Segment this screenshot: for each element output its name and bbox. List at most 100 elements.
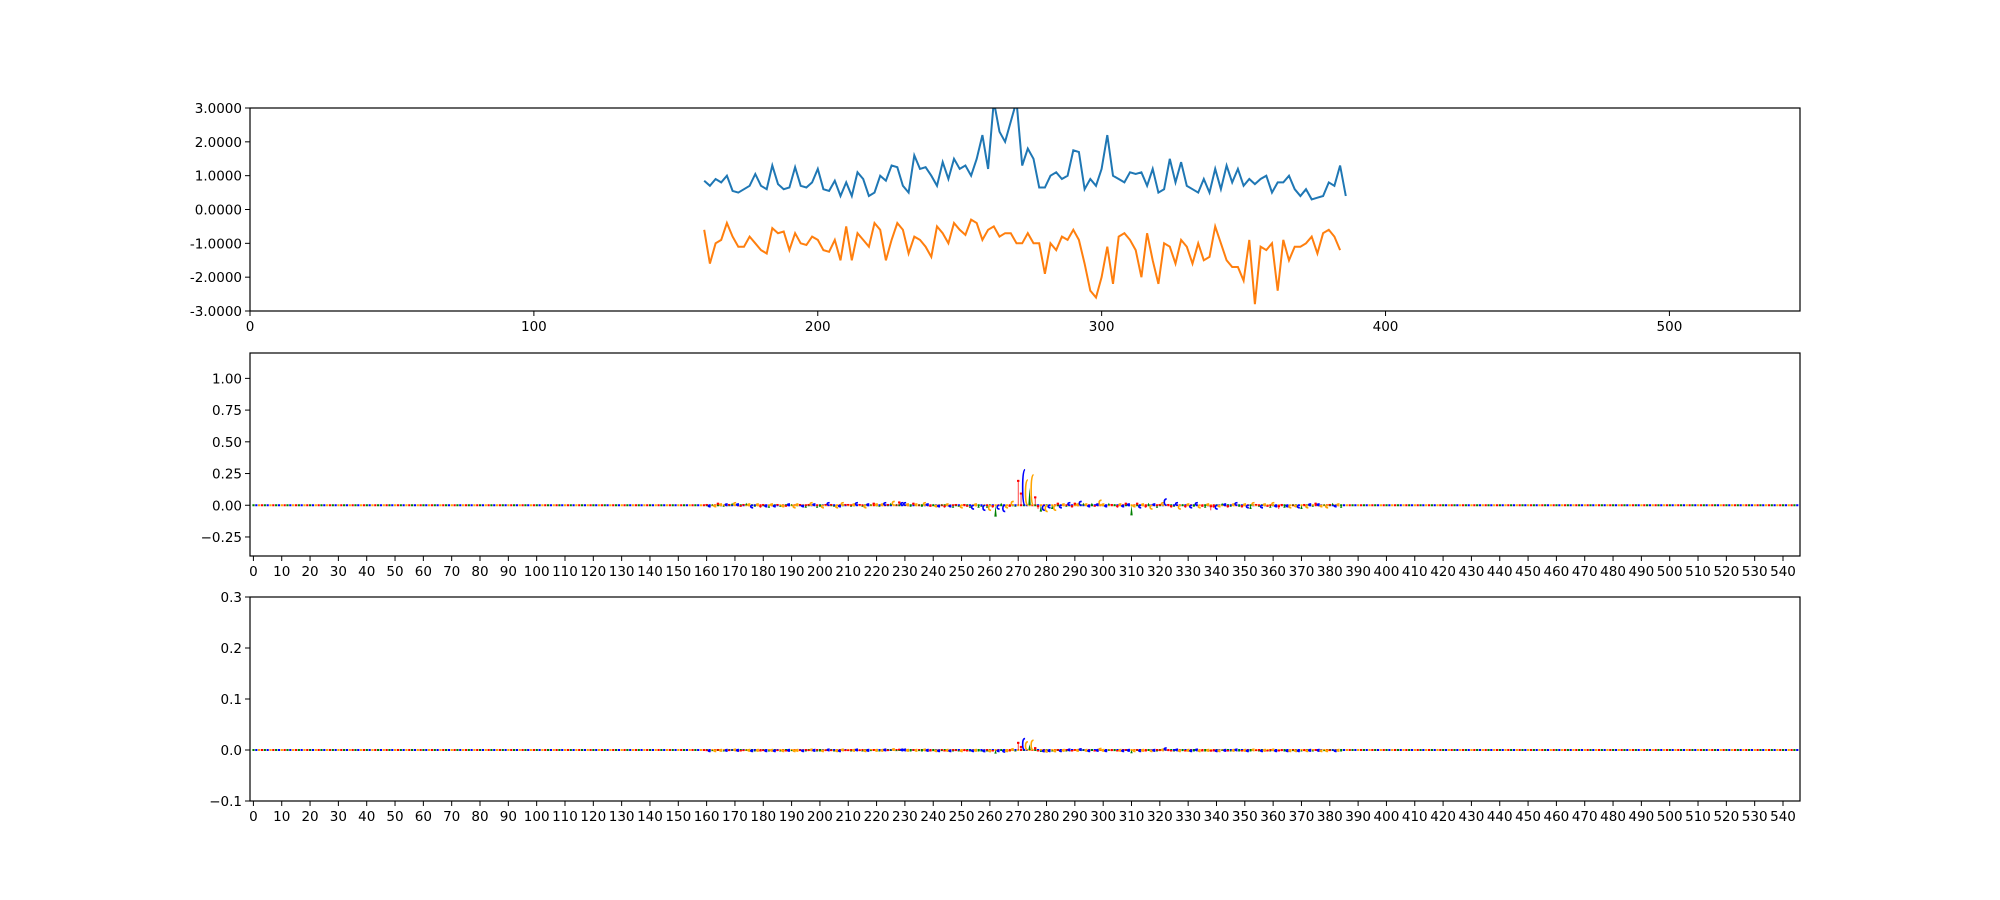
logo-letter-C	[970, 504, 975, 510]
logo-baseline-letter	[1578, 749, 1581, 751]
logo-baseline-letter	[1600, 749, 1603, 751]
logo-letter-G	[1010, 500, 1014, 507]
logo-baseline-letter	[1600, 504, 1603, 507]
logo-baseline-letter	[1765, 749, 1768, 751]
logo-baseline-letter	[1651, 504, 1654, 507]
logo-baseline-letter	[1490, 504, 1493, 507]
logo-baseline-letter	[1340, 504, 1343, 507]
logo-letter-G	[1242, 748, 1247, 752]
logo-letter-T-stem	[1125, 502, 1127, 506]
x-tick-label: 0	[246, 319, 255, 335]
logo-baseline-letter	[470, 749, 473, 751]
logo-baseline-letter	[614, 749, 618, 751]
logo-baseline-letter	[920, 504, 924, 507]
logo-baseline-letter	[1311, 749, 1314, 751]
logo-baseline-letter	[1671, 504, 1674, 507]
logo-letter-C	[812, 748, 816, 752]
logo-letter-C	[837, 749, 841, 753]
logo-baseline-letter	[419, 749, 422, 751]
logo-baseline-letter	[1425, 749, 1428, 751]
logo-letter-A	[1039, 505, 1043, 512]
x-tick-label: 200	[805, 319, 831, 335]
logo-letter-A	[968, 750, 972, 752]
logo-baseline-letter	[1733, 504, 1737, 507]
logo-letter-T-stem	[1329, 749, 1331, 752]
x-tick-label: 410	[1402, 564, 1428, 580]
logo-baseline-letter	[1348, 504, 1351, 507]
logo-baseline-letter	[1348, 749, 1351, 751]
logo-baseline-letter	[626, 749, 629, 751]
x-tick-label: 110	[552, 809, 578, 825]
logo-baseline-letter	[617, 749, 621, 751]
logo-baseline-letter	[498, 749, 502, 751]
logo-baseline-letter	[263, 504, 266, 507]
logo-baseline-letter	[555, 504, 558, 507]
logo-letter-C	[970, 749, 975, 753]
logo-baseline-letter	[833, 749, 836, 751]
x-tick-label: 380	[1317, 809, 1343, 825]
logo-letter-C	[735, 503, 739, 507]
logo-baseline-letter	[546, 504, 550, 507]
y-tick-label: 0.3	[221, 590, 242, 606]
logo-letter-T-stem	[717, 749, 719, 751]
logo-letter-A	[730, 502, 734, 506]
logo-baseline-letter	[269, 749, 272, 751]
logo-letter-T-stem	[1315, 749, 1316, 751]
logo-baseline-letter	[1510, 749, 1513, 751]
logo-baseline-letter	[549, 504, 553, 507]
logo-baseline-letter	[663, 749, 666, 751]
logo-baseline-letter	[1668, 504, 1671, 507]
logo-baseline-letter	[1501, 504, 1504, 507]
logo-baseline-letter	[1051, 504, 1054, 507]
y-tick-label: 0.75	[212, 403, 242, 419]
logo-baseline-letter	[1682, 749, 1686, 751]
logo-letter-C	[1126, 503, 1130, 507]
logo-baseline-letter	[640, 504, 643, 507]
logo-baseline-letter	[464, 504, 468, 507]
logo-letter-C	[1058, 749, 1062, 753]
logo-baseline-letter	[688, 749, 691, 751]
logo-letter-T-stem	[799, 503, 801, 506]
logo-letter-C	[936, 749, 941, 753]
logo-letter-A	[1339, 750, 1343, 752]
logo-baseline-letter	[1796, 504, 1799, 507]
logo-baseline-letter	[362, 504, 366, 507]
logo-letter-G	[820, 504, 824, 509]
logo-baseline-letter	[688, 504, 691, 507]
logo-baseline-letter	[1716, 749, 1720, 751]
logo-baseline-letter	[1439, 504, 1442, 507]
logo-baseline-letter	[1410, 504, 1414, 507]
x-tick-label: 260	[977, 564, 1003, 580]
logo-baseline-letter	[433, 504, 436, 507]
logo-baseline-letter	[1665, 504, 1669, 507]
logo-letter-C	[1316, 503, 1320, 507]
logo-letter-A	[909, 750, 912, 752]
logo-letter-C	[1188, 749, 1193, 753]
logo-baseline-letter	[597, 504, 601, 507]
logo-letter-A	[1257, 750, 1261, 752]
logo-baseline-letter	[1555, 749, 1558, 751]
logo-letter-T-stem	[762, 503, 764, 506]
logo-baseline-letter	[479, 749, 482, 751]
logo-letter-C	[800, 749, 805, 753]
logo-letter-T-stem	[785, 750, 787, 752]
logo-baseline-letter	[1487, 749, 1490, 751]
logo-baseline-letter	[818, 749, 822, 751]
logo-letter-G	[820, 749, 824, 753]
x-tick-label: 250	[949, 809, 975, 825]
logo-baseline-letter	[657, 504, 660, 507]
logo-letter-G	[987, 749, 992, 753]
logo-letter-T-stem	[1170, 505, 1172, 508]
x-tick-label: 360	[1260, 564, 1286, 580]
logo-letter-A	[730, 749, 734, 751]
logo-baseline-letter	[362, 749, 366, 751]
logo-baseline-letter	[665, 504, 669, 507]
logo-baseline-letter	[643, 504, 646, 507]
logo-baseline-letter	[396, 504, 400, 507]
logo-letter-A	[815, 750, 819, 752]
logo-baseline-letter	[1784, 504, 1788, 507]
logo-baseline-letter	[343, 749, 346, 751]
logo-baseline-letter	[413, 504, 417, 507]
logo-baseline-letter	[603, 749, 606, 751]
logo-baseline-letter	[680, 504, 683, 507]
